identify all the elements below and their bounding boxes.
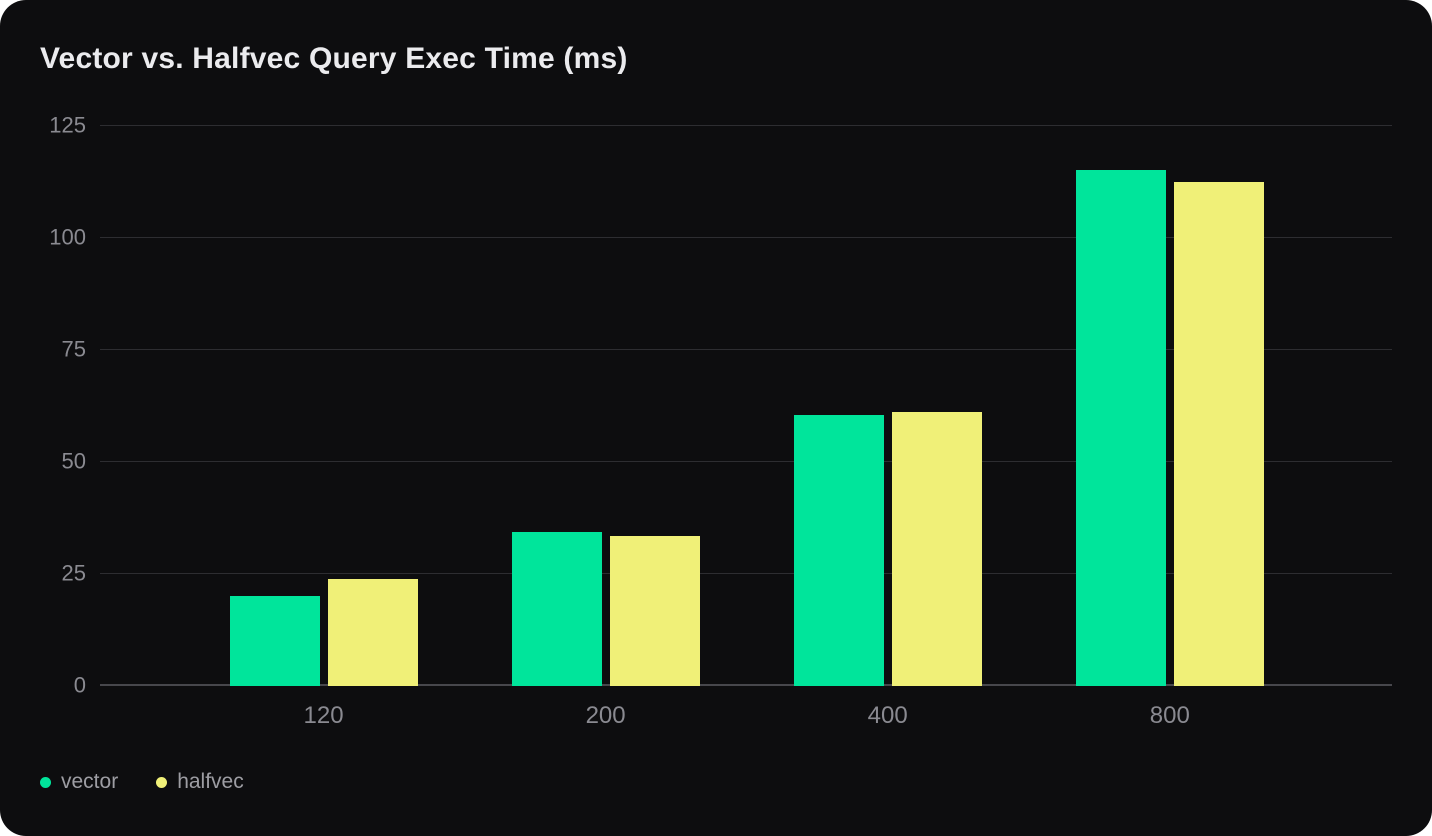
- gridline-50: [100, 461, 1392, 462]
- y-tick-label-100: 100: [49, 224, 86, 250]
- chart-title: Vector vs. Halfvec Query Exec Time (ms): [40, 42, 628, 75]
- bar-group-120: [229, 126, 418, 686]
- legend-label-halfvec: halfvec: [177, 770, 244, 793]
- bar-vector-120[interactable]: [229, 595, 320, 686]
- bar-vector-800[interactable]: [1075, 170, 1166, 686]
- gridline-75: [100, 349, 1392, 350]
- x-tick-label-400: 400: [867, 702, 908, 729]
- bar-group-800: [1075, 126, 1264, 686]
- bar-halfvec-400[interactable]: [891, 411, 982, 686]
- legend-dot-halfvec: [156, 776, 168, 788]
- bar-group-200: [511, 126, 700, 686]
- gridline-125: [100, 125, 1392, 126]
- legend-item-vector[interactable]: vector: [40, 770, 118, 794]
- y-tick-label-125: 125: [49, 112, 86, 138]
- bar-vector-400[interactable]: [793, 415, 884, 686]
- y-tick-label-75: 75: [61, 336, 86, 362]
- gridline-100: [100, 237, 1392, 238]
- bar-halfvec-800[interactable]: [1173, 182, 1264, 686]
- x-tick-label-200: 200: [585, 702, 626, 729]
- x-tick-label-120: 120: [303, 702, 344, 729]
- y-tick-label-0: 0: [73, 672, 86, 698]
- bar-halfvec-200[interactable]: [609, 535, 700, 686]
- legend-dot-vector: [40, 776, 51, 788]
- legend-label-vector: vector: [61, 770, 119, 793]
- y-tick-label-50: 50: [61, 448, 86, 474]
- plot-area: [100, 125, 1392, 686]
- bar-vector-200[interactable]: [511, 531, 602, 686]
- bar-halfvec-120[interactable]: [327, 578, 418, 686]
- x-tick-label-800: 800: [1149, 702, 1190, 729]
- chart-legend: vector halfvec: [40, 770, 244, 794]
- x-axis-line: [100, 684, 1392, 686]
- y-axis: 0 25 50 75 100 125: [0, 112, 86, 697]
- gridline-25: [100, 573, 1392, 574]
- bar-group-400: [793, 126, 982, 686]
- y-tick-label-25: 25: [61, 560, 86, 586]
- legend-item-halfvec[interactable]: halfvec: [156, 770, 244, 794]
- x-axis: 120 200 400 800: [100, 702, 1392, 736]
